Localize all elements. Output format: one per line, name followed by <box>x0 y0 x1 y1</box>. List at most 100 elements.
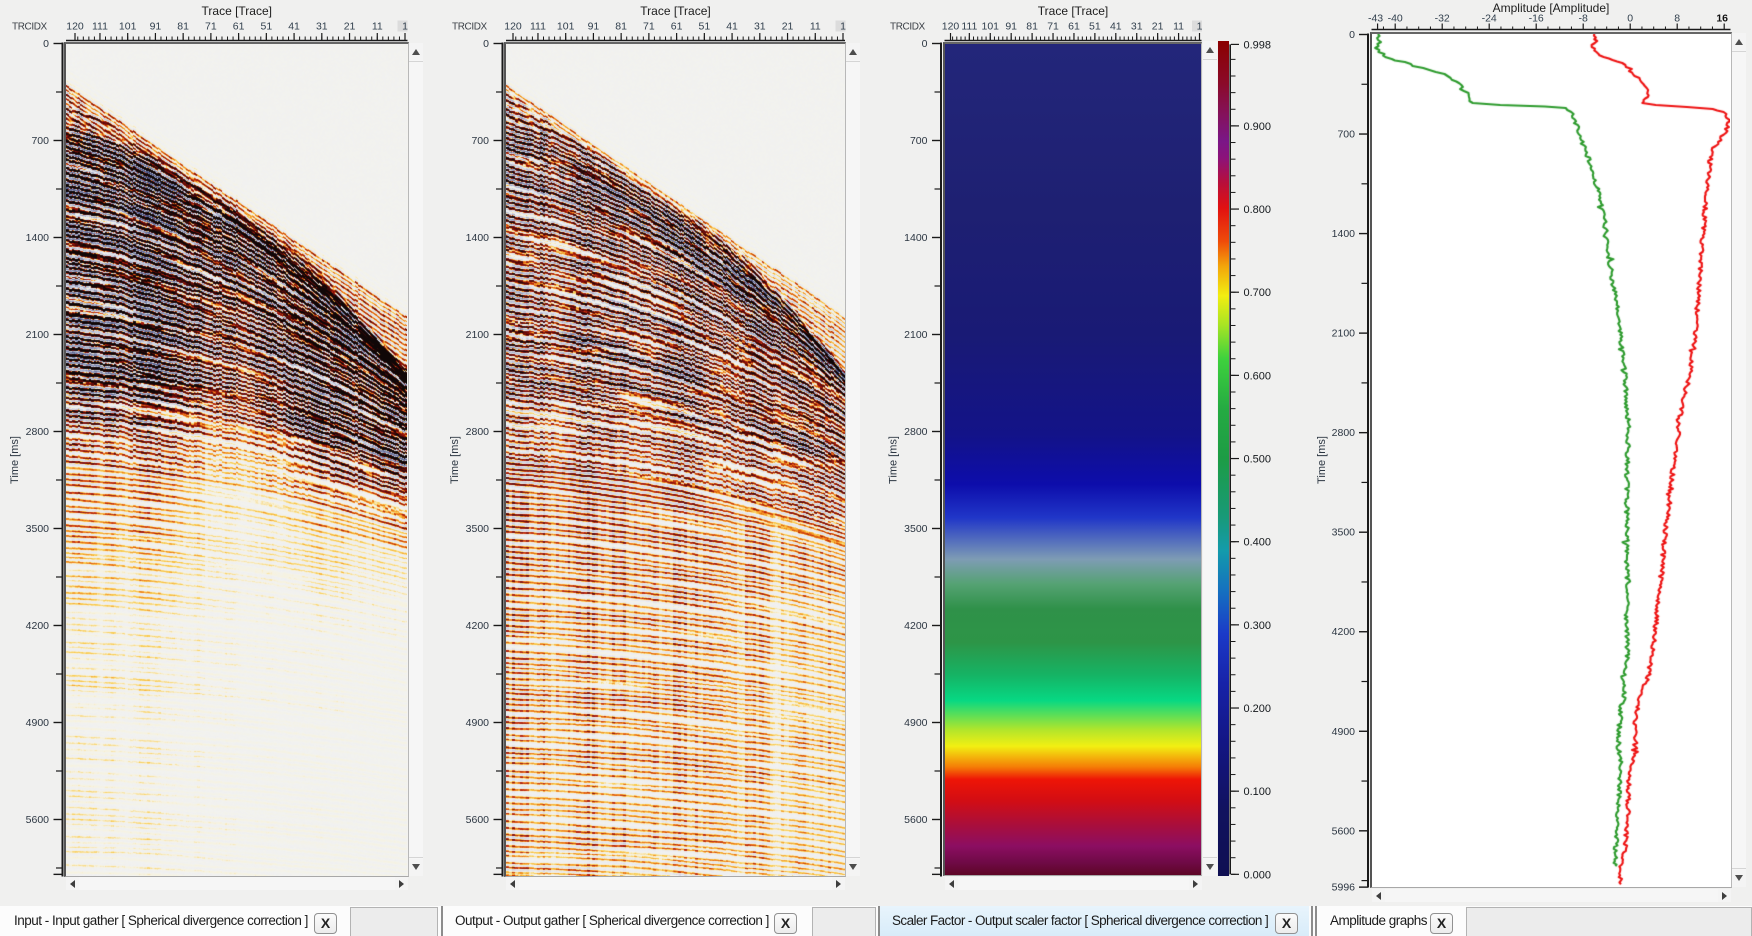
svg-text:91: 91 <box>150 21 162 33</box>
svg-text:Time [ms]: Time [ms] <box>1316 436 1328 484</box>
svg-text:700: 700 <box>910 135 928 147</box>
svg-text:16: 16 <box>1716 13 1728 25</box>
svg-text:1: 1 <box>1197 21 1203 33</box>
svg-text:4900: 4900 <box>26 717 50 729</box>
svg-text:120: 120 <box>942 21 960 33</box>
svg-text:71: 71 <box>205 21 217 33</box>
svg-text:21: 21 <box>1152 21 1164 33</box>
svg-text:Time [ms]: Time [ms] <box>449 436 461 484</box>
svg-text:Time [ms]: Time [ms] <box>9 436 21 484</box>
svg-text:21: 21 <box>782 21 794 33</box>
svg-text:700: 700 <box>471 135 489 147</box>
svg-text:101: 101 <box>981 21 999 33</box>
svg-text:-16: -16 <box>1529 13 1544 25</box>
svg-text:81: 81 <box>615 21 627 33</box>
svg-text:Trace [Trace]: Trace [Trace] <box>640 4 710 18</box>
svg-text:11: 11 <box>372 21 383 33</box>
svg-text:111: 111 <box>530 21 546 33</box>
svg-text:3500: 3500 <box>466 523 490 535</box>
svg-text:700: 700 <box>31 135 49 147</box>
svg-text:0.300: 0.300 <box>1244 620 1272 632</box>
svg-text:3500: 3500 <box>1332 527 1356 539</box>
svg-text:101: 101 <box>557 21 575 33</box>
svg-text:61: 61 <box>1068 21 1080 33</box>
svg-text:Trace [Trace]: Trace [Trace] <box>1038 4 1108 18</box>
svg-text:31: 31 <box>754 21 766 33</box>
svg-text:5996: 5996 <box>1332 882 1356 894</box>
svg-text:-43: -43 <box>1368 13 1383 25</box>
svg-text:Amplitude [Amplitude]: Amplitude [Amplitude] <box>1493 1 1610 15</box>
svg-text:1400: 1400 <box>904 232 928 244</box>
svg-text:4900: 4900 <box>1332 726 1356 738</box>
svg-text:3500: 3500 <box>904 523 928 535</box>
svg-text:-8: -8 <box>1579 13 1588 25</box>
svg-text:61: 61 <box>233 21 245 33</box>
svg-text:41: 41 <box>288 21 300 33</box>
svg-text:51: 51 <box>1089 21 1101 33</box>
svg-text:-32: -32 <box>1435 13 1450 25</box>
svg-text:1: 1 <box>840 21 846 33</box>
svg-text:0.200: 0.200 <box>1244 703 1272 715</box>
svg-text:4200: 4200 <box>1332 626 1356 638</box>
svg-text:120: 120 <box>66 21 84 33</box>
svg-text:0.100: 0.100 <box>1244 786 1272 798</box>
svg-text:91: 91 <box>1005 21 1017 33</box>
svg-text:0.000: 0.000 <box>1244 869 1272 881</box>
svg-text:5600: 5600 <box>26 814 50 826</box>
svg-text:0: 0 <box>483 38 489 50</box>
svg-text:5600: 5600 <box>1332 825 1356 837</box>
svg-text:2100: 2100 <box>1332 328 1356 340</box>
svg-text:4900: 4900 <box>466 717 490 729</box>
svg-text:101: 101 <box>119 21 137 33</box>
svg-text:51: 51 <box>261 21 273 33</box>
svg-text:2800: 2800 <box>1332 427 1356 439</box>
svg-text:3500: 3500 <box>26 523 50 535</box>
svg-text:111: 111 <box>961 21 977 33</box>
svg-text:2100: 2100 <box>26 329 50 341</box>
svg-text:71: 71 <box>643 21 655 33</box>
svg-text:11: 11 <box>1173 21 1184 33</box>
svg-text:2800: 2800 <box>904 426 928 438</box>
svg-text:91: 91 <box>588 21 600 33</box>
svg-text:2800: 2800 <box>26 426 50 438</box>
svg-text:0: 0 <box>1627 13 1633 25</box>
svg-text:41: 41 <box>726 21 738 33</box>
svg-text:2100: 2100 <box>466 329 490 341</box>
svg-text:-40: -40 <box>1388 13 1403 25</box>
svg-text:31: 31 <box>1131 21 1143 33</box>
svg-text:0: 0 <box>43 38 49 50</box>
svg-text:TRCIDX: TRCIDX <box>452 22 488 33</box>
svg-text:Time [ms]: Time [ms] <box>888 436 900 484</box>
svg-text:4200: 4200 <box>466 620 490 632</box>
svg-text:0.900: 0.900 <box>1244 121 1272 133</box>
svg-text:11: 11 <box>810 21 821 33</box>
svg-text:1400: 1400 <box>26 232 50 244</box>
svg-text:4200: 4200 <box>904 620 928 632</box>
svg-text:TRCIDX: TRCIDX <box>890 22 926 33</box>
svg-text:4200: 4200 <box>26 620 50 632</box>
svg-text:0: 0 <box>922 38 928 50</box>
svg-text:Trace [Trace]: Trace [Trace] <box>202 4 272 18</box>
svg-text:71: 71 <box>1047 21 1059 33</box>
svg-text:21: 21 <box>344 21 356 33</box>
svg-text:1400: 1400 <box>466 232 490 244</box>
svg-text:0.998: 0.998 <box>1244 39 1272 51</box>
svg-text:1400: 1400 <box>1332 228 1356 240</box>
svg-text:5600: 5600 <box>466 814 490 826</box>
svg-text:700: 700 <box>1337 129 1355 141</box>
svg-text:0.700: 0.700 <box>1244 287 1272 299</box>
svg-text:8: 8 <box>1674 13 1680 25</box>
svg-text:81: 81 <box>177 21 189 33</box>
svg-text:120: 120 <box>504 21 522 33</box>
svg-text:0: 0 <box>1349 29 1355 41</box>
svg-text:5600: 5600 <box>904 814 928 826</box>
svg-text:0.400: 0.400 <box>1244 537 1272 549</box>
svg-text:41: 41 <box>1110 21 1122 33</box>
svg-text:81: 81 <box>1026 21 1038 33</box>
svg-text:0.500: 0.500 <box>1244 454 1272 466</box>
svg-text:-24: -24 <box>1482 13 1497 25</box>
svg-text:51: 51 <box>699 21 711 33</box>
svg-text:0.800: 0.800 <box>1244 204 1272 216</box>
svg-text:61: 61 <box>671 21 683 33</box>
svg-text:0.600: 0.600 <box>1244 370 1272 382</box>
